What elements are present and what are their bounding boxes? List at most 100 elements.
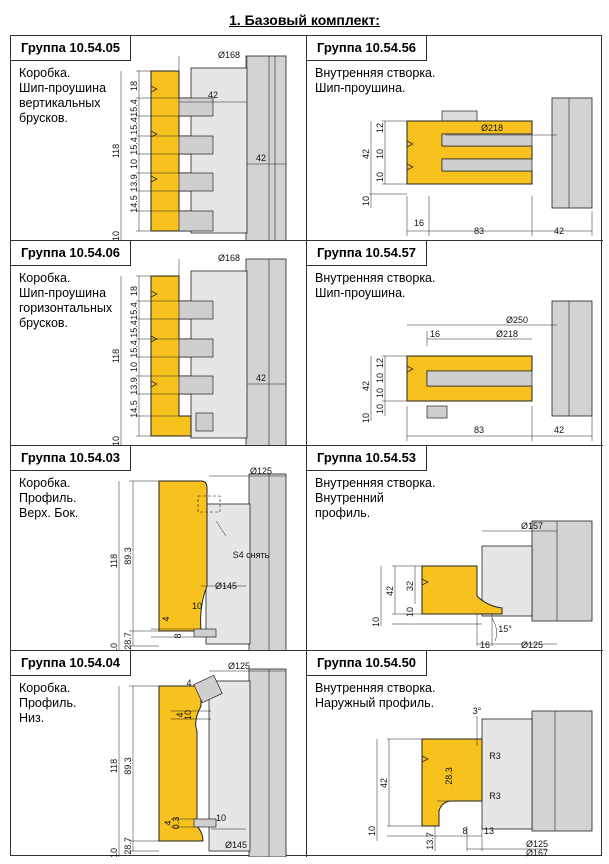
group-card-10-54-53: Группа 10.54.53 Внутренняя створка. Внут… <box>307 446 603 651</box>
dim-label: Ø125 <box>521 640 543 650</box>
dim-label: 10 <box>111 231 121 241</box>
dim-label: 10 <box>375 172 385 182</box>
dim-label: 4 <box>163 820 173 825</box>
group-card-10-54-06: Группа 10.54.06 Коробка. Шип-проушина го… <box>11 241 307 446</box>
dim-label: 8 <box>462 826 467 836</box>
dim-label: 10 <box>216 813 226 823</box>
desc-line: Шип-проушина <box>19 286 107 300</box>
dim-label: 15.4 <box>129 99 139 117</box>
group-label: Группа 10.54.06 <box>11 241 132 266</box>
dim-label: 15.4 <box>129 117 139 135</box>
groups-grid: Группа 10.54.05 Коробка. Шип-проушина ве… <box>10 35 603 857</box>
desc-line: Коробка. <box>19 66 71 80</box>
group-label: Группа 10.54.05 <box>11 36 132 61</box>
desc-line: вертикальных <box>19 96 101 110</box>
desc-line: Внутренний <box>315 491 384 505</box>
group-label: Группа 10.54.53 <box>307 446 428 471</box>
dim-label: Ø125 <box>526 839 548 849</box>
dim-label: 42 <box>385 586 395 596</box>
dim-label: 10 <box>129 362 139 372</box>
dim-label: 10 <box>371 617 381 627</box>
dim-label: 8 <box>173 633 183 638</box>
dim-label: 118 <box>111 144 121 158</box>
cutter-drawing: Ø168 42 42 18 15.4 15.4 15.4 10 13.9 14.… <box>111 50 287 241</box>
group-label: Группа 10.54.50 <box>307 651 428 676</box>
dim-label: 42 <box>208 90 218 100</box>
dim-label: 4 <box>161 616 171 621</box>
cutter-drawing: 3° R3 R3 28.3 42 10 13.7 8 13 Ø125 Ø167 <box>367 706 593 857</box>
dim-label: Ø218 <box>481 123 503 133</box>
dim-label: 28.7 <box>123 632 133 650</box>
dim-label: Ø250 <box>506 315 528 325</box>
desc-line: Шип-проушина. <box>315 286 406 300</box>
group-description: Коробка. Шип-проушина горизонтальных бру… <box>19 271 129 331</box>
dim-label: 10 <box>183 710 193 720</box>
desc-line: Низ. <box>19 711 45 725</box>
dim-label: 42 <box>554 226 564 236</box>
desc-line: профиль. <box>315 506 371 520</box>
dim-label: 28.7 <box>123 837 133 855</box>
dim-label: 16 <box>414 218 424 228</box>
dim-label: 10 <box>375 388 385 398</box>
dim-label: 15.4 <box>129 302 139 320</box>
group-description: Коробка. Шип-проушина вертикальных бруск… <box>19 66 129 126</box>
dim-label: 15.4 <box>129 340 139 358</box>
desc-line: Шип-проушина. <box>315 81 406 95</box>
dim-label: 14.5 <box>129 400 139 418</box>
dim-label: 10 <box>129 159 139 169</box>
dim-label: 0.3 <box>171 817 181 830</box>
desc-line: Верх. Бок. <box>19 506 79 520</box>
group-description: Коробка. Профиль. Верх. Бок. <box>19 476 129 521</box>
desc-line: Шип-проушина <box>19 81 107 95</box>
desc-line: горизонтальных <box>19 301 113 315</box>
dim-label: S4 снять <box>233 550 270 560</box>
dim-label: 118 <box>109 759 119 773</box>
group-label: Группа 10.54.57 <box>307 241 428 266</box>
cutter-drawing: Ø168 42 18 15.4 15.4 15.4 10 13.9 14.5 1… <box>111 253 287 445</box>
dim-label: 83 <box>474 425 484 435</box>
dim-label: 10 <box>375 149 385 159</box>
dim-label: 28.3 <box>444 767 454 785</box>
dim-label: 42 <box>256 153 266 163</box>
desc-line: Коробка. <box>19 476 71 490</box>
dim-label: 42 <box>379 778 389 788</box>
group-card-10-54-05: Группа 10.54.05 Коробка. Шип-проушина ве… <box>11 36 307 241</box>
dim-label: R3 <box>489 791 501 801</box>
dim-label: 15.4 <box>129 137 139 155</box>
desc-line: Внутренняя створка. <box>315 66 436 80</box>
dim-label: Ø168 <box>218 253 240 263</box>
group-label: Группа 10.54.04 <box>11 651 132 676</box>
cutter-drawing: Ø250 Ø218 16 12 10 10 10 42 10 83 42 <box>361 300 593 441</box>
group-card-10-54-04: Группа 10.54.04 Коробка. Профиль. Низ. Ø… <box>11 651 307 857</box>
dim-label: 10 <box>367 826 377 836</box>
desc-line: Внутренняя створка. <box>315 681 436 695</box>
dim-label: R3 <box>489 751 501 761</box>
dim-label: 83 <box>474 226 484 236</box>
dim-label: 13.7 <box>425 832 435 850</box>
desc-line: брусков. <box>19 316 69 330</box>
dim-label: 15° <box>498 624 512 634</box>
group-card-10-54-50: Группа 10.54.50 Внутренняя створка. Нару… <box>307 651 603 857</box>
cutter-drawing: Ø125 4 4 10 4 0.3 10 Ø145 89.3 28.7 118 … <box>109 661 287 857</box>
dim-label: Ø145 <box>225 840 247 850</box>
desc-line: Профиль. <box>19 491 77 505</box>
cutter-drawing: Ø157 32 10 42 10 15° 16 Ø125 <box>371 520 593 650</box>
dim-label: 42 <box>361 381 371 391</box>
dim-label: 89.3 <box>123 547 133 565</box>
dim-label: 10 <box>192 601 202 611</box>
dim-label: 10 <box>405 607 415 617</box>
dim-label: 16 <box>480 640 490 650</box>
group-label: Группа 10.54.56 <box>307 36 428 61</box>
dim-label: 10 <box>375 404 385 414</box>
group-card-10-54-57: Группа 10.54.57 Внутренняя створка. Шип-… <box>307 241 603 446</box>
dim-label: 32 <box>405 581 415 591</box>
dim-label: Ø145 <box>215 581 237 591</box>
dim-label: 3° <box>473 706 482 716</box>
dim-label: 18 <box>129 286 139 296</box>
dim-label: Ø218 <box>496 329 518 339</box>
dim-label: 42 <box>554 425 564 435</box>
page-title: 1. Базовый комплект: <box>229 12 380 28</box>
dim-label: 42 <box>361 149 371 159</box>
dim-label: 12 <box>375 123 385 133</box>
group-description: Внутренняя створка. Шип-проушина. <box>315 66 436 96</box>
